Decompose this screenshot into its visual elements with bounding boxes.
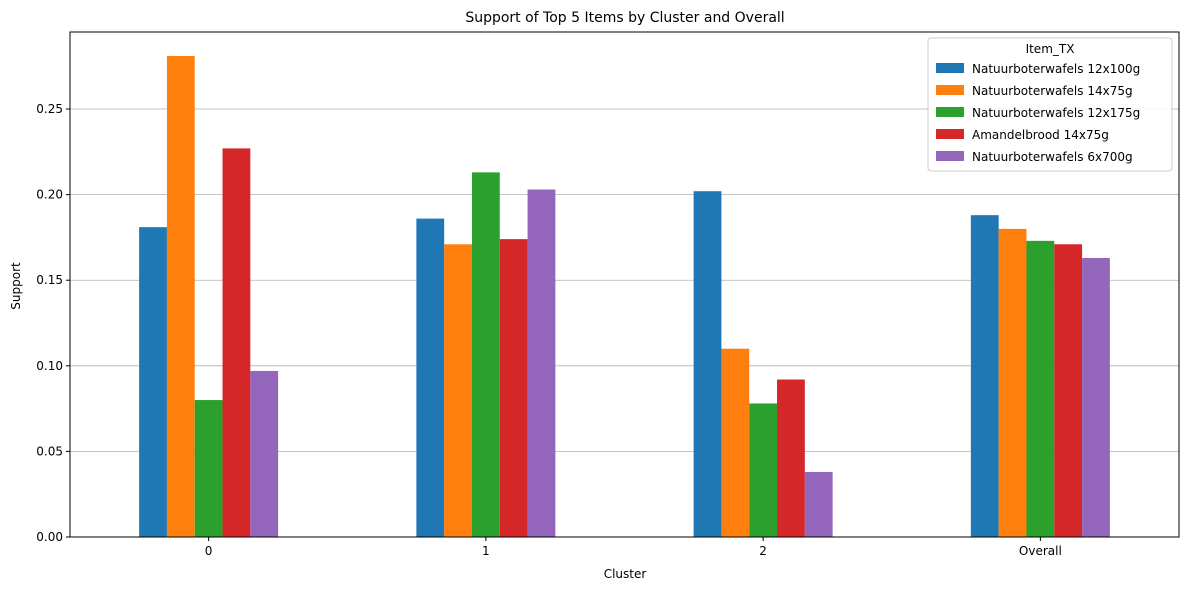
y-tick-label: 0.20 (36, 188, 63, 202)
legend-swatch (936, 85, 964, 95)
legend-entry: Natuurboterwafels 12x175g (972, 106, 1140, 120)
legend-entry: Natuurboterwafels 12x100g (972, 62, 1140, 76)
x-tick-label: 0 (205, 544, 213, 558)
bar (250, 370, 279, 537)
bar (998, 228, 1027, 537)
legend-box (927, 37, 1173, 172)
bar (527, 189, 556, 538)
bar (222, 148, 251, 537)
bar (693, 191, 722, 538)
legend-title: Item_TX (1026, 42, 1075, 56)
chart-title: Support of Top 5 Items by Cluster and Ov… (465, 10, 784, 26)
plot-frame (69, 31, 1180, 538)
y-tick-label: 0.05 (36, 444, 63, 458)
x-tick-label: 2 (759, 544, 767, 558)
legend-entry: Natuurboterwafels 14x75g (972, 84, 1133, 98)
y-tick-label: 0.15 (36, 273, 63, 287)
bar (416, 218, 445, 538)
bar (777, 379, 805, 537)
legend-entry: Amandelbrood 14x75g (972, 128, 1109, 142)
bar (499, 239, 528, 537)
legend: Item_TX Natuurboterwafels 12x100g Natuurbo… (927, 37, 1173, 172)
legend-swatch (936, 107, 964, 117)
legend-entry: Natuurboterwafels 6x700g (972, 150, 1133, 164)
y-tick-label: 0.25 (36, 102, 63, 116)
bars (139, 55, 1110, 538)
bar (1054, 244, 1083, 537)
y-tick-label: 0.10 (36, 359, 63, 373)
y-axis: 0.00 0.05 0.10 0.15 0.20 0.25 (36, 102, 70, 544)
bar (970, 215, 999, 537)
bar (194, 400, 223, 537)
x-axis-title: Cluster (604, 567, 647, 581)
bar (804, 471, 833, 537)
bar (1026, 240, 1055, 537)
legend-swatch (936, 151, 964, 161)
x-tick-label: Overall (1019, 544, 1062, 558)
bar (1082, 257, 1110, 537)
bar (721, 348, 750, 537)
y-axis-title: Support (9, 262, 23, 310)
y-tick-label: 0.00 (36, 530, 63, 544)
bar (471, 172, 500, 538)
bar (166, 55, 195, 538)
bar (749, 403, 778, 537)
x-axis: 0 1 2 Overall (205, 537, 1062, 558)
bar (444, 244, 472, 537)
legend-swatch (936, 129, 964, 139)
bar (139, 227, 167, 538)
x-tick-label: 1 (482, 544, 490, 558)
legend-swatch (936, 63, 964, 73)
